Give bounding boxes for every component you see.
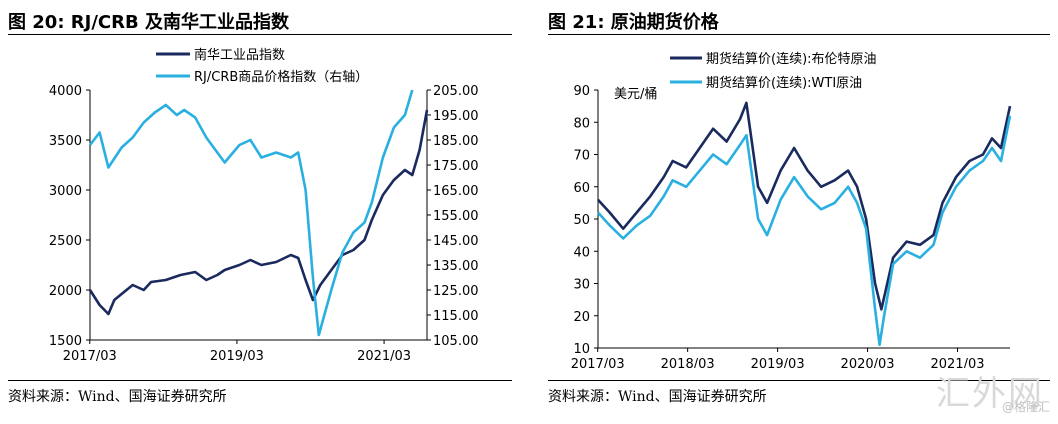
y-tick-label: 90 [573,84,590,99]
left-source-rule [8,380,512,381]
right-source-rule [548,380,1050,381]
y-tick-label: 60 [573,181,590,196]
right-y-tick-label: 185.00 [433,134,479,149]
x-tick-label: 2021/03 [357,349,411,364]
right-y-tick-label: 205.00 [433,84,479,99]
y-tick-label: 80 [573,116,590,131]
x-tick-label: 2021/03 [931,357,985,368]
left-y-tick-label: 2500 [49,234,82,249]
x-tick-label: 2019/03 [210,349,264,364]
series-line-wti [597,115,1012,347]
left-y-tick-label: 1500 [49,334,82,349]
watermark-sub: @格隆汇 [1001,400,1050,414]
legend-label: 南华工业品指数 [194,47,285,63]
right-y-tick-label: 175.00 [433,159,479,174]
x-tick-label: 2018/03 [661,357,715,368]
right-y-tick-label: 125.00 [433,284,479,299]
x-tick-label: 2019/03 [751,357,805,368]
x-tick-label: 2017/03 [571,357,625,368]
x-tick-label: 2020/03 [841,357,895,368]
y-tick-label: 40 [573,245,590,260]
y-tick-label: 70 [573,149,590,164]
right-y-tick-label: 135.00 [433,259,479,274]
y-tick-label: 50 [573,213,590,228]
legend-label: 期货结算价(连续):WTI原油 [706,75,862,91]
y-unit-label: 美元/桶 [614,87,657,102]
right-y-tick-label: 165.00 [433,184,479,199]
left-y-tick-label: 2000 [49,284,82,299]
legend-label: RJ/CRB商品价格指数（右轴） [194,69,368,85]
left-title-rule [8,34,512,35]
left-source: 资料来源：Wind、国海证券研究所 [8,389,227,405]
left-y-tick-label: 3500 [49,134,82,149]
left-y-tick-label: 4000 [49,84,82,99]
y-tick-label: 10 [573,342,590,357]
x-tick-label: 2017/03 [63,349,117,364]
right-y-tick-label: 145.00 [433,234,479,249]
left-chart-title: 图 20: RJ/CRB 及南华工业品指数 [8,12,289,33]
right-chart-title: 图 21: 原油期货价格 [548,12,719,33]
left-chart: 1500 2000 2500 3000 3500 4000 105.00 115.00 125.… [49,47,479,364]
series-line-rj-crb [88,89,414,337]
left-y-tick-label: 3000 [49,184,82,199]
right-y-tick-label: 155.00 [433,209,479,224]
right-y-tick-label: 105.00 [433,334,479,349]
right-title-rule [548,34,1050,35]
watermark: 汇外网 [936,374,1044,414]
y-tick-label: 30 [573,278,590,293]
series-line-brent [597,101,1012,311]
y-tick-label: 20 [573,310,590,325]
right-y-tick-label: 195.00 [433,109,479,124]
legend-label: 期货结算价(连续):布伦特原油 [706,51,877,67]
right-chart: 10 20 30 40 50 60 70 80 90 2017/03 2018/03 2019/03 2… [571,51,1012,368]
series-line-nanhua-industrial [88,109,429,316]
right-source: 资料来源：Wind、国海证券研究所 [548,389,767,405]
right-y-tick-label: 115.00 [433,309,479,324]
